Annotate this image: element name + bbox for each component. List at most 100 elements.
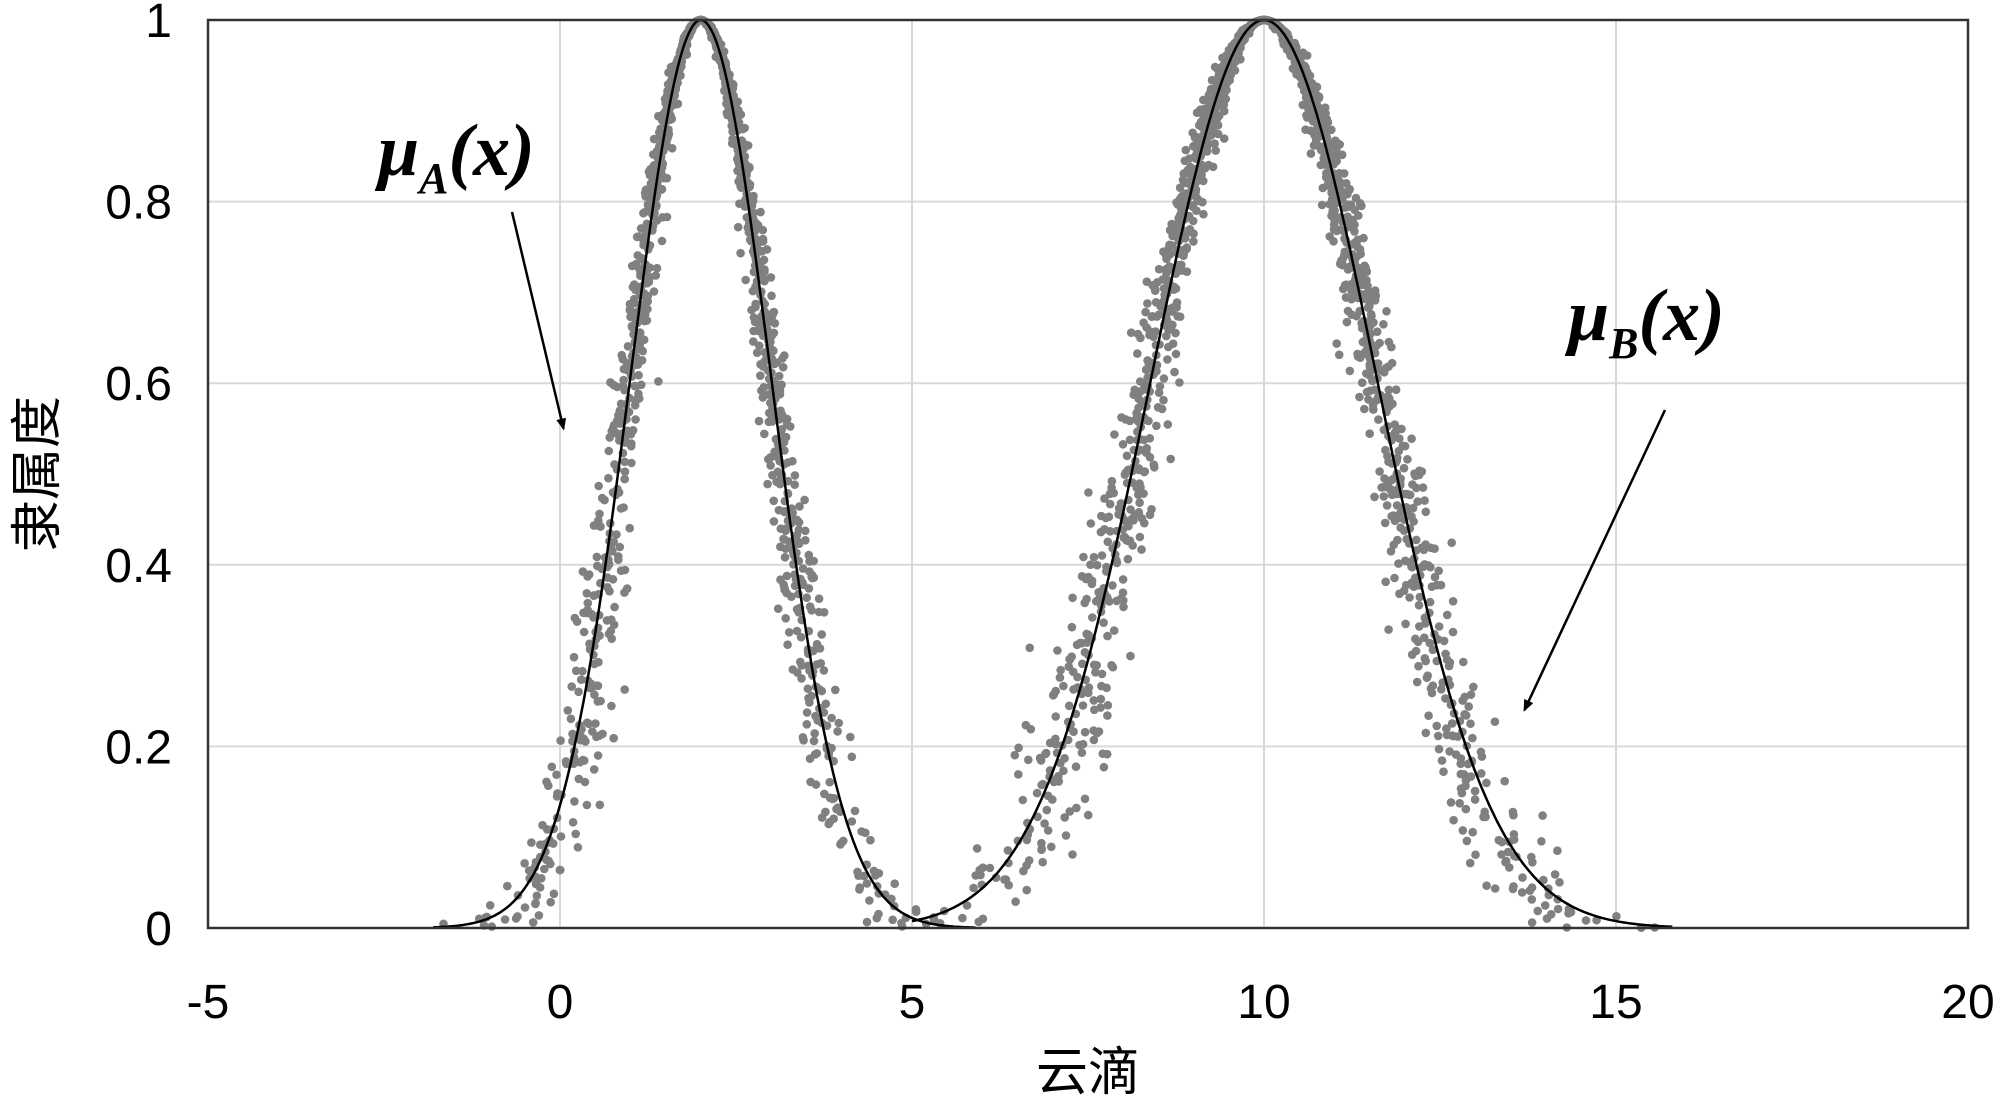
cloud-drop — [1084, 488, 1093, 497]
cloud-drop — [1437, 756, 1447, 765]
cloud-drop — [614, 552, 623, 561]
cloud-drop — [1018, 795, 1028, 805]
cloud-drop — [1456, 769, 1466, 779]
cloud-drop — [825, 777, 834, 787]
cloud-drop — [1408, 480, 1417, 489]
cloud-drop — [1413, 497, 1422, 506]
cloud-drop — [1159, 374, 1169, 383]
cloud-drop — [1494, 835, 1504, 845]
cloud-drop — [1387, 512, 1396, 521]
cloud-drop — [1040, 819, 1049, 828]
cloud-drop — [1439, 767, 1448, 776]
cloud-drop — [1301, 125, 1310, 134]
cloud-drop — [1156, 301, 1165, 311]
cloud-drop — [756, 207, 765, 217]
cloud-drop — [1527, 883, 1537, 892]
cloud-drop — [795, 502, 804, 511]
cloud-drop — [620, 467, 630, 477]
cloud-drop — [821, 699, 831, 709]
cloud-drop — [1188, 216, 1198, 226]
cloud-drop — [570, 613, 580, 623]
cloud-drop — [803, 684, 813, 693]
mu-argument: (x) — [449, 110, 535, 192]
cloud-drop — [1064, 701, 1074, 711]
cloud-drop — [608, 575, 618, 584]
cloud-drop — [1080, 727, 1090, 737]
cloud-drop — [958, 913, 967, 923]
x-tick-label: 5 — [899, 976, 926, 1029]
cloud-drop — [1392, 501, 1402, 510]
cloud-drop — [587, 609, 596, 619]
cloud-drop — [1091, 668, 1100, 677]
cloud-drop — [1150, 286, 1160, 296]
cloud-drop — [1088, 613, 1097, 622]
cloud-drop — [1182, 267, 1192, 277]
cloud-drop — [1166, 454, 1175, 464]
cloud-drop — [1025, 643, 1034, 653]
cloud-drop — [1126, 651, 1135, 661]
cloud-drop — [629, 294, 639, 304]
cloud-drop — [1449, 731, 1458, 741]
cloud-drop — [579, 627, 589, 637]
cloud-drop — [1199, 209, 1208, 219]
cloud-drop — [612, 416, 622, 426]
cloud-drop — [1139, 385, 1148, 394]
cloud-drop — [1456, 754, 1466, 763]
cloud-drop — [1384, 385, 1394, 395]
cloud-drop — [780, 507, 789, 517]
cloud-drop — [627, 261, 637, 271]
cloud-drop — [1047, 842, 1056, 852]
cloud-drop — [1380, 518, 1390, 528]
cloud-drop — [1458, 696, 1467, 705]
cloud-drop — [1445, 747, 1454, 756]
cloud-drop — [888, 915, 897, 925]
cloud-drop — [755, 341, 764, 351]
cloud-drop — [788, 665, 798, 674]
cloud-drop — [897, 918, 906, 928]
cloud-drop — [811, 711, 820, 721]
y-tick-label: 0.6 — [105, 358, 172, 411]
cloud-drop — [1449, 815, 1458, 825]
cloud-drop — [1061, 831, 1071, 840]
cloud-drop — [805, 567, 814, 576]
cloud-drop — [503, 881, 512, 891]
cloud-drop — [1612, 912, 1621, 921]
cloud-drop — [1394, 446, 1404, 456]
cloud-drop — [1127, 514, 1137, 524]
cloud-drop — [582, 718, 592, 727]
cloud-drop — [829, 814, 838, 823]
cloud-drop — [1171, 349, 1181, 359]
cloud-drop — [563, 706, 573, 715]
cloud-drop — [635, 328, 645, 338]
cloud-drop — [1490, 884, 1500, 893]
mu-argument: (x) — [1639, 275, 1725, 357]
cloud-drop — [1386, 547, 1396, 556]
cloud-drop — [1365, 360, 1374, 370]
cloud-drop — [1037, 844, 1046, 854]
cloud-drop — [1384, 625, 1393, 634]
cloud-drop — [1103, 711, 1112, 720]
cloud-drop — [1550, 870, 1560, 879]
cloud-drop — [579, 608, 588, 618]
cloud-drop — [769, 517, 779, 526]
cloud-drop — [1135, 479, 1144, 488]
cloud-drop — [1306, 149, 1316, 158]
cloud-drop — [659, 173, 669, 183]
cloud-drop — [1181, 145, 1191, 155]
cloud-drop — [1357, 323, 1367, 333]
cloud-drop — [1135, 532, 1145, 542]
cloud-drop — [1436, 580, 1446, 590]
cloud-drop — [1365, 429, 1374, 439]
cloud-drop — [590, 659, 599, 669]
cloud-drop — [737, 183, 746, 192]
cloud-drop — [1155, 382, 1165, 391]
cloud-drop — [1211, 146, 1220, 155]
cloud-drop — [1468, 733, 1477, 743]
cloud-drop — [542, 777, 551, 787]
cloud-drop — [767, 414, 777, 423]
cloud-drop — [1509, 830, 1519, 839]
cloud-drop — [634, 370, 643, 380]
cloud-drop — [556, 832, 566, 841]
cloud-drop — [768, 310, 777, 320]
cloud-drop — [1368, 376, 1377, 386]
